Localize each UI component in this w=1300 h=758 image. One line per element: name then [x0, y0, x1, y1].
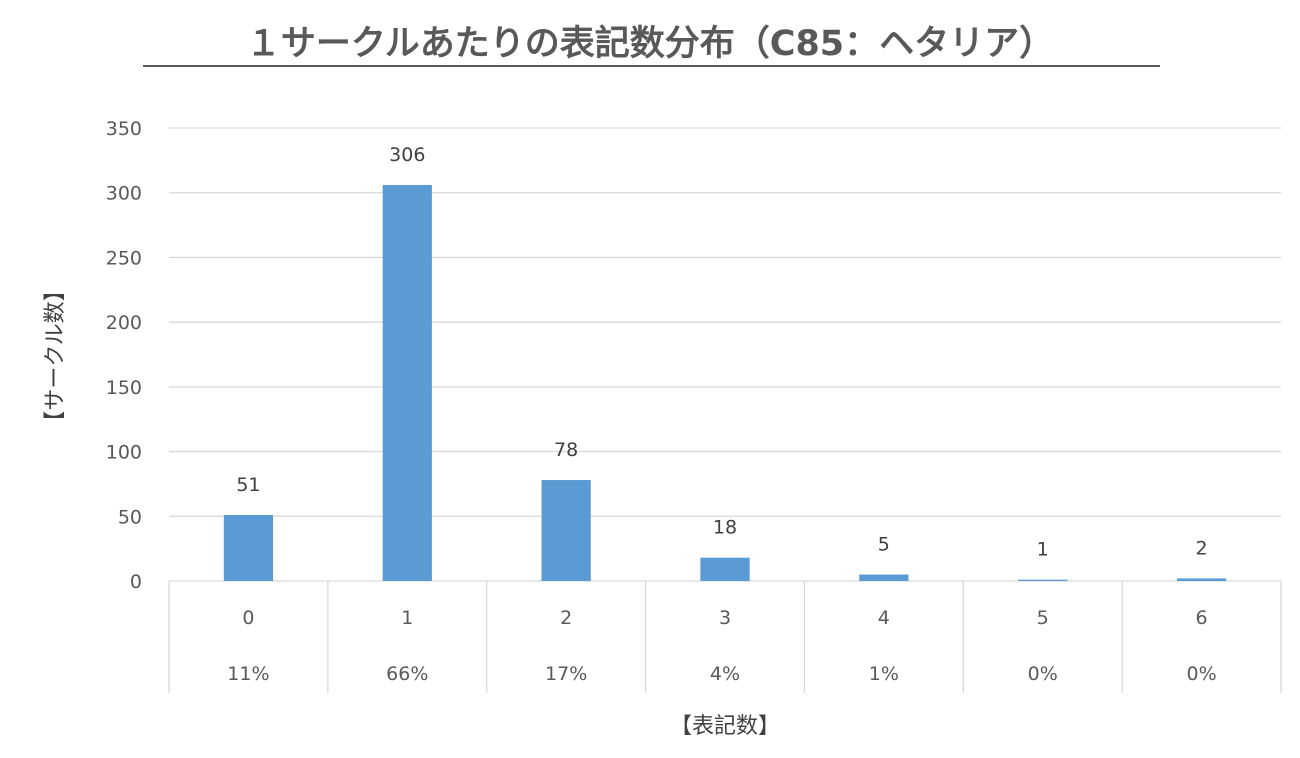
category-table: 0 11% 1 66% 2 17% 3 4% 4 1% 5 0% 6 0% [168, 581, 1282, 693]
gridlines [169, 127, 1281, 582]
percent-label: 0% [1028, 663, 1058, 685]
bar [382, 184, 432, 581]
x-category-label: 2 [560, 607, 572, 629]
y-tick-label: 100 [106, 442, 142, 464]
percent-label: 1% [869, 663, 899, 685]
percent-label: 66% [386, 663, 428, 685]
y-tick-label: 0 [130, 571, 142, 593]
percent-label: 11% [227, 663, 269, 685]
data-label: 18 [713, 517, 737, 539]
x-category-label: 3 [719, 607, 731, 629]
data-label: 2 [1196, 537, 1208, 559]
x-category-label: 0 [242, 607, 254, 629]
y-tick-label: 350 [106, 118, 142, 140]
data-label: 306 [389, 144, 425, 166]
data-label: 51 [236, 474, 260, 496]
data-label: 1 [1037, 539, 1049, 561]
y-axis-title: 【サークル数】 [43, 279, 68, 432]
bar [541, 480, 591, 581]
y-tick-label: 150 [106, 377, 142, 399]
y-tick-label: 200 [106, 312, 142, 334]
y-tick-label: 250 [106, 247, 142, 269]
x-category-label: 1 [401, 607, 413, 629]
x-axis-title: 【表記数】 [670, 714, 780, 739]
percent-label: 0% [1186, 663, 1216, 685]
chart-title: １サークルあたりの表記数分布（C85：ヘタリア） [246, 24, 1054, 64]
data-label: 78 [554, 439, 578, 461]
x-category-label: 6 [1196, 607, 1208, 629]
bar [1176, 578, 1227, 581]
x-category-label: 5 [1037, 607, 1049, 629]
bar [1018, 579, 1068, 581]
y-tick-label: 50 [118, 506, 142, 528]
bars [223, 184, 1227, 581]
bar [223, 514, 274, 581]
percent-label: 4% [710, 663, 740, 685]
y-axis-ticks: 0 50 100 150 200 250 300 350 [106, 118, 142, 593]
bar [700, 557, 750, 581]
bar [859, 574, 909, 581]
data-label: 5 [878, 534, 890, 556]
percent-label: 17% [545, 663, 587, 685]
x-category-label: 4 [878, 607, 890, 629]
y-tick-label: 300 [106, 183, 142, 205]
